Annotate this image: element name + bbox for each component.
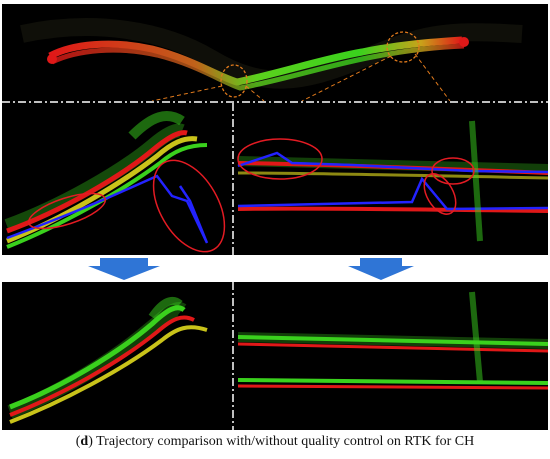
overview-panel [2, 4, 548, 101]
overview-end-point [459, 37, 469, 47]
error-ellipse-left-2 [152, 159, 226, 253]
error-ellipse-right-3 [423, 173, 457, 215]
caption-text: Trajectory comparison with/without quali… [96, 434, 475, 449]
after-qc-left-view [7, 296, 208, 424]
rtk-trajectory-right-2 [237, 176, 548, 211]
down-arrow-right [348, 258, 414, 280]
overview-trajectory-line-2 [50, 43, 465, 91]
figure-caption: (d) Trajectory comparison with/without q… [75, 434, 475, 449]
before-qc-panel [2, 101, 548, 255]
zoom-connector-right-2 [414, 53, 451, 101]
overview-start-point [47, 54, 57, 64]
zoom-region-left-ellipse [220, 64, 248, 98]
before-qc-right-view [237, 120, 548, 242]
zoom-connector-left-1 [151, 85, 223, 101]
before-qc-left-view [4, 111, 226, 253]
before-qc-views [2, 101, 548, 255]
zoom-connector-left-2 [245, 85, 265, 101]
error-ellipse-right-1 [237, 138, 323, 180]
down-arrow-left [88, 258, 160, 280]
caption-label: d [80, 434, 89, 449]
after-qc-right-view [237, 291, 548, 390]
error-ellipse-left-1 [27, 192, 107, 230]
zoom-region-right-ellipse [386, 31, 420, 63]
error-ellipse-right-2 [431, 157, 475, 185]
zoom-connector-right-1 [301, 55, 392, 101]
rtk-trajectory-left [6, 174, 209, 244]
after-qc-views [7, 282, 548, 430]
rtk-trajectory-right-1 [237, 151, 548, 174]
overview-trajectory-map [20, 18, 523, 101]
after-qc-panel [2, 282, 548, 430]
overview-trajectory-line-1 [48, 36, 463, 86]
